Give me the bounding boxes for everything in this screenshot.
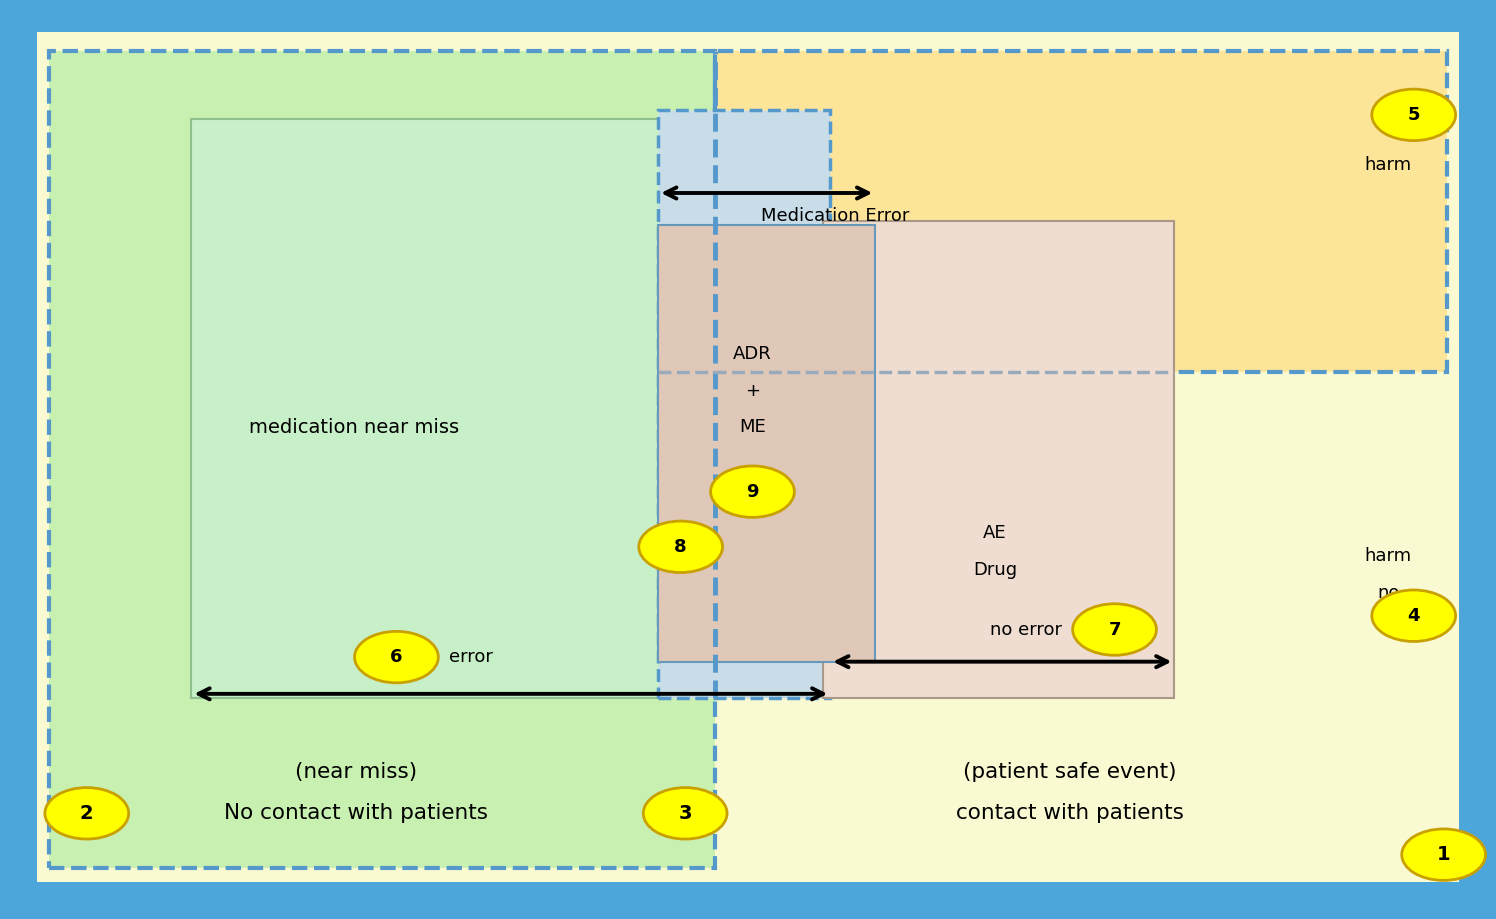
Text: no: no [1378,584,1399,602]
Text: +: + [745,381,760,400]
Circle shape [711,466,794,517]
Circle shape [1073,604,1156,655]
FancyBboxPatch shape [658,110,830,698]
Circle shape [355,631,438,683]
Circle shape [1372,590,1456,641]
Circle shape [643,788,727,839]
Text: 2: 2 [79,804,94,823]
Text: error: error [449,648,492,666]
Circle shape [639,521,723,573]
Text: harm: harm [1364,547,1412,565]
Text: 6: 6 [390,648,402,666]
Text: Drug: Drug [972,561,1017,579]
Text: 8: 8 [675,538,687,556]
Text: 1: 1 [1436,845,1451,864]
Text: ME: ME [739,418,766,437]
FancyBboxPatch shape [37,32,1459,882]
FancyBboxPatch shape [823,221,1174,698]
Circle shape [1402,829,1486,880]
Text: 9: 9 [747,482,758,501]
Text: contact with patients: contact with patients [956,803,1183,823]
Text: 4: 4 [1408,607,1420,625]
FancyBboxPatch shape [49,51,715,868]
FancyBboxPatch shape [715,51,1447,372]
Text: AE: AE [983,524,1007,542]
Text: Medication Error: Medication Error [760,207,910,225]
Text: (near miss): (near miss) [295,762,417,782]
Text: medication near miss: medication near miss [250,418,459,437]
Text: no error: no error [990,620,1062,639]
Text: (patient safe event): (patient safe event) [963,762,1176,782]
Text: 5: 5 [1408,106,1420,124]
Text: ADR: ADR [733,345,772,363]
Text: 3: 3 [678,804,693,823]
FancyBboxPatch shape [191,119,663,698]
Circle shape [1372,89,1456,141]
Text: No contact with patients: No contact with patients [224,803,488,823]
Circle shape [45,788,129,839]
Text: harm: harm [1364,156,1412,175]
Text: 7: 7 [1109,620,1121,639]
FancyBboxPatch shape [658,225,875,662]
